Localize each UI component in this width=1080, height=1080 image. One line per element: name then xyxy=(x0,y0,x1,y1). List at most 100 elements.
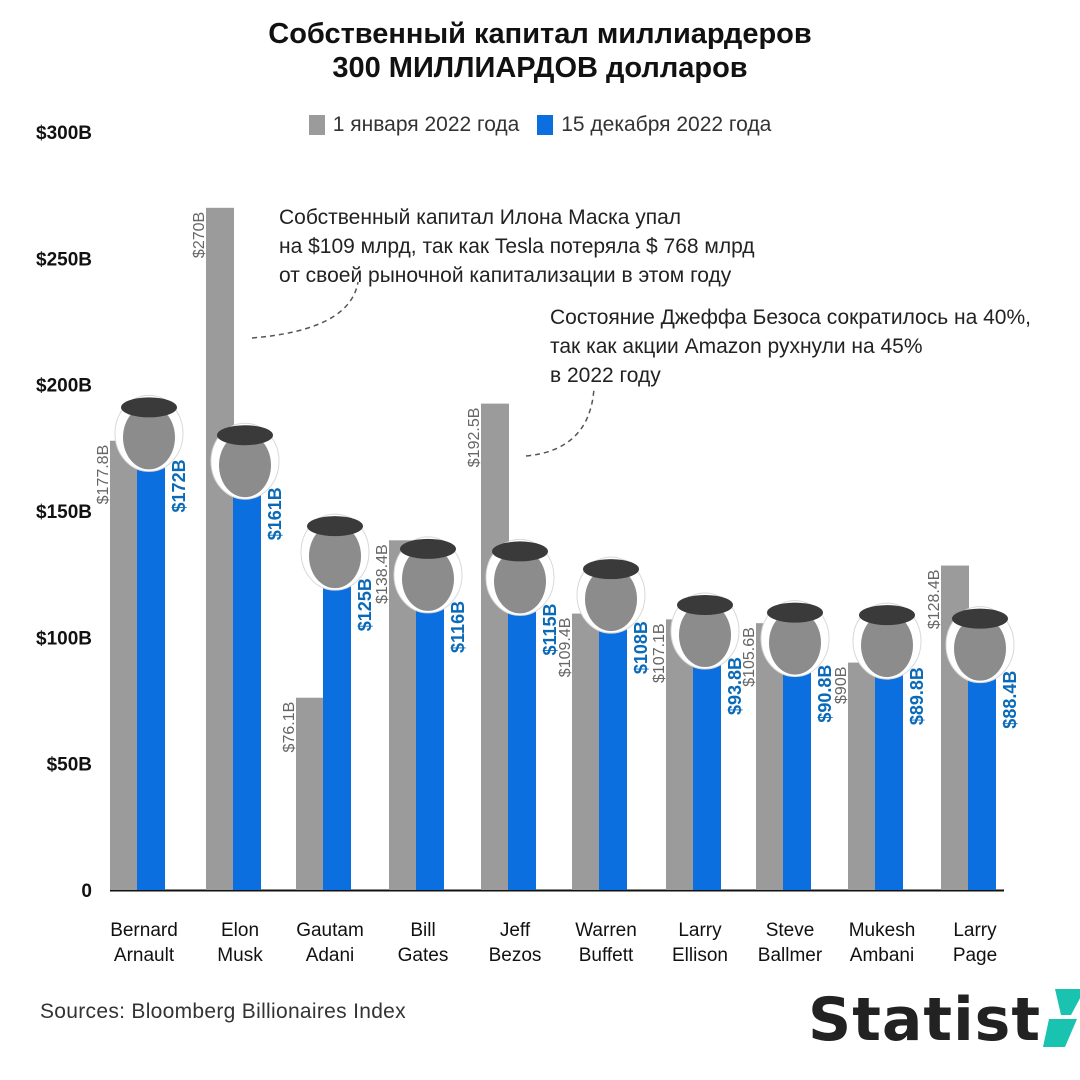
value-label-jan: $138.4B xyxy=(374,544,391,604)
annotation-musk-line: Собственный капитал Илона Маска упал xyxy=(279,206,682,229)
x-category-label: Bernard xyxy=(110,920,178,941)
legend-item-jan: 1 января 2022 года xyxy=(308,113,519,137)
value-label-jan: $107.1B xyxy=(651,623,668,683)
value-label-jan: $192.5B xyxy=(466,408,483,468)
x-category-label: Arnault xyxy=(114,945,175,966)
hair-shape xyxy=(121,397,177,418)
value-label-jan: $90В xyxy=(833,667,850,704)
bar-jan xyxy=(572,613,600,890)
value-label-dec: $116В xyxy=(448,601,468,653)
face-shape xyxy=(954,616,1006,681)
bar-jan xyxy=(296,697,324,890)
annotation-bezos: Состояние Джеффа Безоса сократилось на 4… xyxy=(550,303,1031,390)
face-shape xyxy=(123,405,175,470)
annotation-musk-line: на $109 млрд, так как Tesla потеряла $ 7… xyxy=(279,235,755,258)
bar-jan xyxy=(206,207,234,891)
face-shape xyxy=(585,567,637,632)
hair-shape xyxy=(492,541,548,562)
hair-shape xyxy=(217,425,273,446)
chart-subtitle: 300 МИЛЛИАРДОВ долларов xyxy=(332,52,748,84)
x-category-label: Larry xyxy=(953,920,997,941)
bar-dec xyxy=(233,483,261,890)
statista-logo-icon xyxy=(1043,989,1080,1047)
hair-shape xyxy=(859,605,915,626)
annotation-bezos-line: в 2022 году xyxy=(550,364,661,387)
bar-dec xyxy=(323,574,351,890)
x-category-label: Ballmer xyxy=(758,945,823,966)
x-category-label: Gates xyxy=(398,945,449,966)
face-shape xyxy=(402,546,454,611)
value-label-dec: $93.8В xyxy=(725,657,745,715)
x-category-label: Ellison xyxy=(672,945,728,966)
value-label-dec: $108В xyxy=(631,621,651,674)
face-shape xyxy=(769,610,821,675)
source-note: Sources: Bloomberg Billionaires Index xyxy=(40,1000,406,1023)
face-shape xyxy=(309,524,361,589)
bar-dec xyxy=(783,660,811,890)
y-tick-label: $50В xyxy=(47,755,92,776)
value-label-jan: $76.1B xyxy=(281,702,298,753)
legend: 1 января 2022 года 15 декабря 2022 года xyxy=(0,113,1080,141)
legend-label-dec: 15 декабря 2022 года xyxy=(561,113,772,136)
annotation-musk-line: от своей рыночной капитализации в этом г… xyxy=(279,264,732,287)
x-category-label: Page xyxy=(953,945,997,966)
value-label-jan: $128.4B xyxy=(926,570,943,630)
x-category-label: Adani xyxy=(306,945,355,966)
annotation-connector-musk xyxy=(251,281,359,339)
legend-swatch-dec xyxy=(537,115,554,135)
bar-dec xyxy=(137,455,165,890)
x-category-label: Gautam xyxy=(296,920,364,941)
face-shape xyxy=(494,549,546,614)
y-tick-label: $100В xyxy=(36,628,92,649)
x-category-label: Ambani xyxy=(850,945,914,966)
annotation-bezos-line: Состояние Джеффа Безоса сократилось на 4… xyxy=(550,306,1031,329)
statista-logo[interactable]: Statist xyxy=(808,980,1080,1060)
bar-jan xyxy=(481,403,509,890)
value-label-dec: $88.4В xyxy=(1000,671,1020,729)
value-label-jan: $177.8B xyxy=(95,445,112,505)
value-label-jan: $270В xyxy=(191,212,208,258)
hair-shape xyxy=(952,608,1008,629)
annotation-connector-bezos xyxy=(525,387,595,457)
bar-dec xyxy=(599,617,627,890)
hair-shape xyxy=(400,538,456,559)
legend-item-dec: 15 декабря 2022 года xyxy=(537,113,771,137)
bar-dec xyxy=(875,663,903,890)
bar-dec xyxy=(508,599,536,890)
bar-dec xyxy=(693,652,721,890)
logo-wordmark: Statist xyxy=(808,985,1042,1055)
x-category-label: Mukesh xyxy=(849,920,916,941)
value-label-dec: $115В xyxy=(540,603,560,655)
hair-shape xyxy=(583,559,639,580)
y-tick-label: $200В xyxy=(36,376,92,397)
value-label-dec: $90.8В xyxy=(815,665,835,723)
x-category-label: Elon xyxy=(221,920,259,941)
hair-shape xyxy=(307,516,363,537)
bar-jan xyxy=(110,440,138,890)
x-category-label: Bezos xyxy=(489,945,542,966)
value-label-jan: $105.6B xyxy=(741,627,758,687)
value-label-dec: $161В xyxy=(265,487,285,540)
hair-shape xyxy=(677,594,733,615)
annotation-musk: Собственный капитал Илона Маска упал на … xyxy=(279,203,755,290)
value-label-dec: $125В xyxy=(355,578,375,631)
x-category-label: Steve xyxy=(766,920,815,941)
bar-dec xyxy=(416,596,444,890)
hair-shape xyxy=(767,602,823,623)
legend-swatch-jan xyxy=(308,115,325,135)
x-category-label: Bill xyxy=(410,920,435,941)
bar-dec xyxy=(968,666,996,890)
x-category-label: Larry xyxy=(678,920,722,941)
face-shape xyxy=(679,602,731,667)
chart-title: Собственный капитал миллиардеров xyxy=(268,18,812,50)
x-category-label: Musk xyxy=(217,945,263,966)
x-category-label: Jeff xyxy=(500,920,531,941)
face-shape xyxy=(861,613,913,678)
y-tick-label: $150В xyxy=(36,502,92,523)
x-category-label: Warren xyxy=(575,920,637,941)
y-tick-label: 0 xyxy=(81,881,92,902)
annotation-bezos-line: так как акции Amazon рухнули на 45% xyxy=(550,335,923,358)
bar-jan xyxy=(848,662,876,890)
y-tick-label: $250В xyxy=(36,249,92,270)
